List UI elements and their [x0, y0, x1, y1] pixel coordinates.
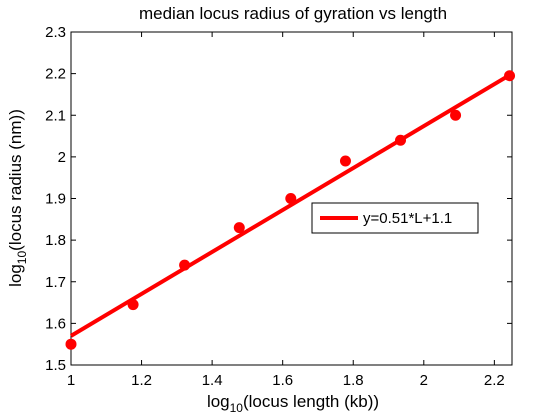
x-tick-label: 1.2 — [131, 372, 152, 389]
x-tick-label: 2.2 — [484, 372, 505, 389]
x-tick-label: 1.6 — [272, 372, 293, 389]
data-point — [233, 222, 245, 234]
y-tick-label: 1.6 — [45, 315, 66, 332]
x-axis-label: log10(locus length (kb)) — [207, 392, 379, 415]
x-tick-label: 1 — [67, 372, 75, 389]
y-tick-label: 1.7 — [45, 274, 66, 291]
data-point — [179, 259, 191, 271]
x-tick-label: 1.8 — [343, 372, 364, 389]
data-point — [395, 134, 407, 146]
y-axis-label-rest: (locus radius (nm)) — [6, 109, 25, 251]
y-tick-label: 2.3 — [45, 24, 66, 41]
y-axis-label-prefix: log — [6, 264, 25, 287]
x-axis-label-rest: (locus length (kb)) — [243, 392, 379, 411]
data-point — [127, 299, 139, 311]
x-axis-label-prefix: log — [207, 392, 230, 411]
y-tick-label: 1.5 — [45, 357, 66, 374]
fit-line — [69, 71, 514, 338]
y-axis-label-subscript: 10 — [15, 251, 29, 265]
plot-marks — [65, 70, 516, 350]
legend-entry-label: y=0.51*L+1.1 — [363, 210, 452, 227]
y-axis: 1.5 1.6 1.7 1.8 1.9 2 2.1 2.2 2.3 — [45, 24, 512, 374]
x-tick-label: 1.4 — [202, 372, 223, 389]
x-tick-label: 2 — [420, 372, 428, 389]
chart-title: median locus radius of gyration vs lengt… — [139, 4, 447, 23]
data-point — [339, 155, 351, 167]
data-point — [285, 193, 297, 204]
y-axis-label: log10(locus radius (nm)) — [6, 109, 29, 287]
x-axis-label-subscript: 10 — [230, 401, 244, 415]
data-point — [504, 70, 516, 82]
y-tick-label: 2 — [58, 149, 66, 166]
y-tick-label: 2.1 — [45, 107, 66, 124]
legend: y=0.51*L+1.1 — [311, 202, 479, 234]
y-tick-label: 1.9 — [45, 191, 66, 208]
x-axis: 1 1.2 1.4 1.6 1.8 2 2.2 — [67, 32, 505, 389]
data-point — [450, 109, 462, 121]
data-point — [65, 338, 77, 350]
y-tick-label: 1.8 — [45, 232, 66, 249]
y-tick-label: 2.2 — [45, 66, 66, 83]
